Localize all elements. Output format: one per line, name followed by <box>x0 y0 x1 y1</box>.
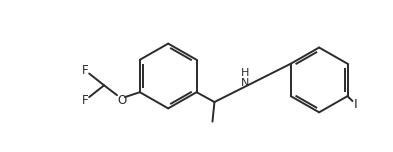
Text: H
N: H N <box>241 68 249 88</box>
Text: O: O <box>118 93 127 107</box>
Text: F: F <box>82 93 88 107</box>
Text: I: I <box>354 98 357 111</box>
Text: F: F <box>82 64 88 77</box>
